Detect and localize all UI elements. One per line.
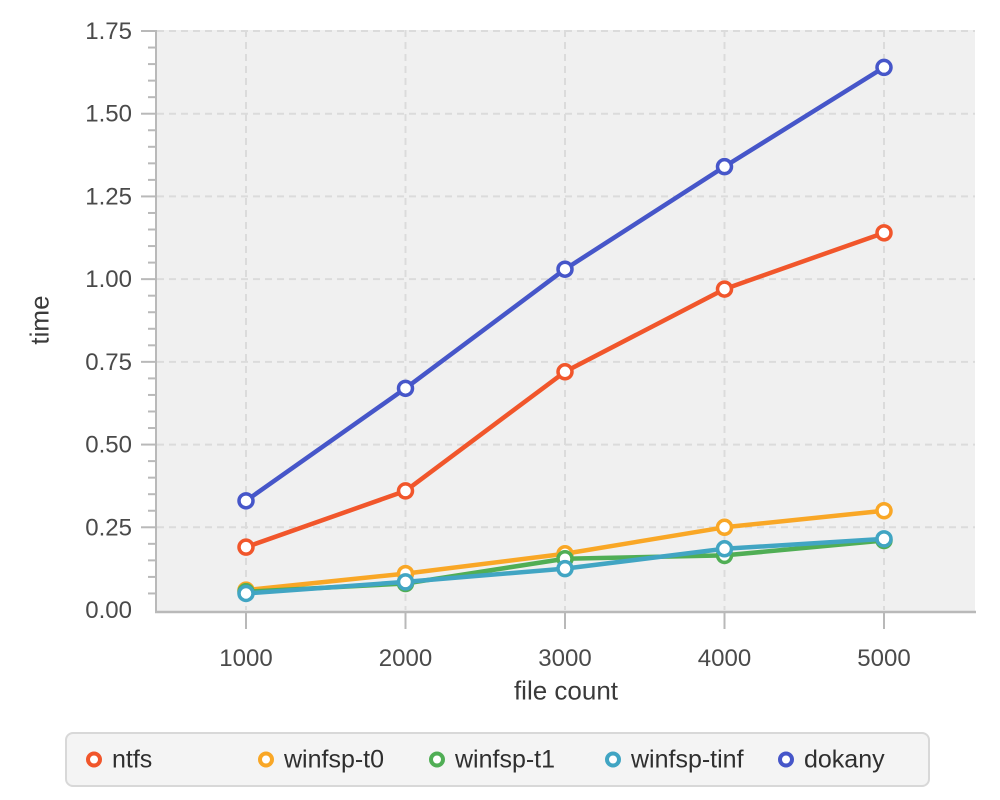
y-tick-label: 1.00 <box>85 266 132 293</box>
data-point-ntfs <box>875 224 893 242</box>
y-tick-label: 0.75 <box>85 349 132 376</box>
x-tick-label: 1000 <box>219 645 272 672</box>
legend-label: winfsp-t0 <box>284 745 385 773</box>
data-point-ntfs <box>715 280 734 298</box>
data-point-winfsp-tinf <box>396 573 415 591</box>
data-point-winfsp-t0 <box>715 518 734 537</box>
legend-label: winfsp-t1 <box>455 745 556 773</box>
legend-item-winfsp-t0: winfsp-t0 <box>258 747 384 772</box>
x-tick-label: 4000 <box>698 645 751 672</box>
legend-item-winfsp-t1: winfsp-t1 <box>429 747 555 772</box>
y-tick-label: 0.25 <box>85 514 132 541</box>
data-point-dokany <box>556 260 574 278</box>
legend-label: winfsp-tinf <box>631 745 744 773</box>
legend: ntfs winfsp-t0 winfsp-t1 winfsp-tinf dokany <box>65 732 930 787</box>
data-point-ntfs <box>396 482 415 500</box>
y-tick-label: 0.00 <box>85 597 132 624</box>
data-point-winfsp-tinf <box>715 540 734 558</box>
legend-marker-icon <box>86 751 102 768</box>
line-chart: 0.00 0.25 0.50 0.75 1.00 1.25 1.50 1.75 1000 2000… <box>85 18 976 672</box>
y-tick-label: 1.75 <box>85 18 132 45</box>
data-point-ntfs <box>556 363 574 381</box>
y-tick-label: 0.50 <box>85 432 132 459</box>
legend-item-winfsp-tinf: winfsp-tinf <box>605 747 744 772</box>
data-point-winfsp-tinf <box>875 530 893 548</box>
data-point-dokany <box>396 379 415 398</box>
legend-marker-icon <box>429 751 445 768</box>
data-point-ntfs <box>237 538 255 556</box>
x-tick-label: 2000 <box>379 645 432 672</box>
legend-marker-icon <box>778 751 794 768</box>
x-axis-title: file count <box>513 675 619 706</box>
y-tick-label: 1.50 <box>85 101 132 128</box>
legend-label: ntfs <box>112 745 153 773</box>
data-point-dokany <box>237 492 255 510</box>
y-axis-title: time <box>24 295 55 345</box>
x-tick-label: 5000 <box>857 645 910 672</box>
legend-marker-icon <box>605 751 621 768</box>
legend-label: dokany <box>804 745 885 773</box>
data-point-dokany <box>875 58 893 77</box>
data-point-winfsp-t0 <box>875 501 893 520</box>
data-point-winfsp-tinf <box>237 584 255 603</box>
data-point-winfsp-tinf <box>556 559 574 578</box>
data-point-dokany <box>715 157 734 176</box>
y-tick-label: 1.25 <box>85 183 132 210</box>
legend-item-dokany: dokany <box>778 747 885 772</box>
x-tick-label: 3000 <box>538 645 591 672</box>
legend-marker-icon <box>258 751 274 768</box>
legend-item-ntfs: ntfs <box>86 747 152 772</box>
